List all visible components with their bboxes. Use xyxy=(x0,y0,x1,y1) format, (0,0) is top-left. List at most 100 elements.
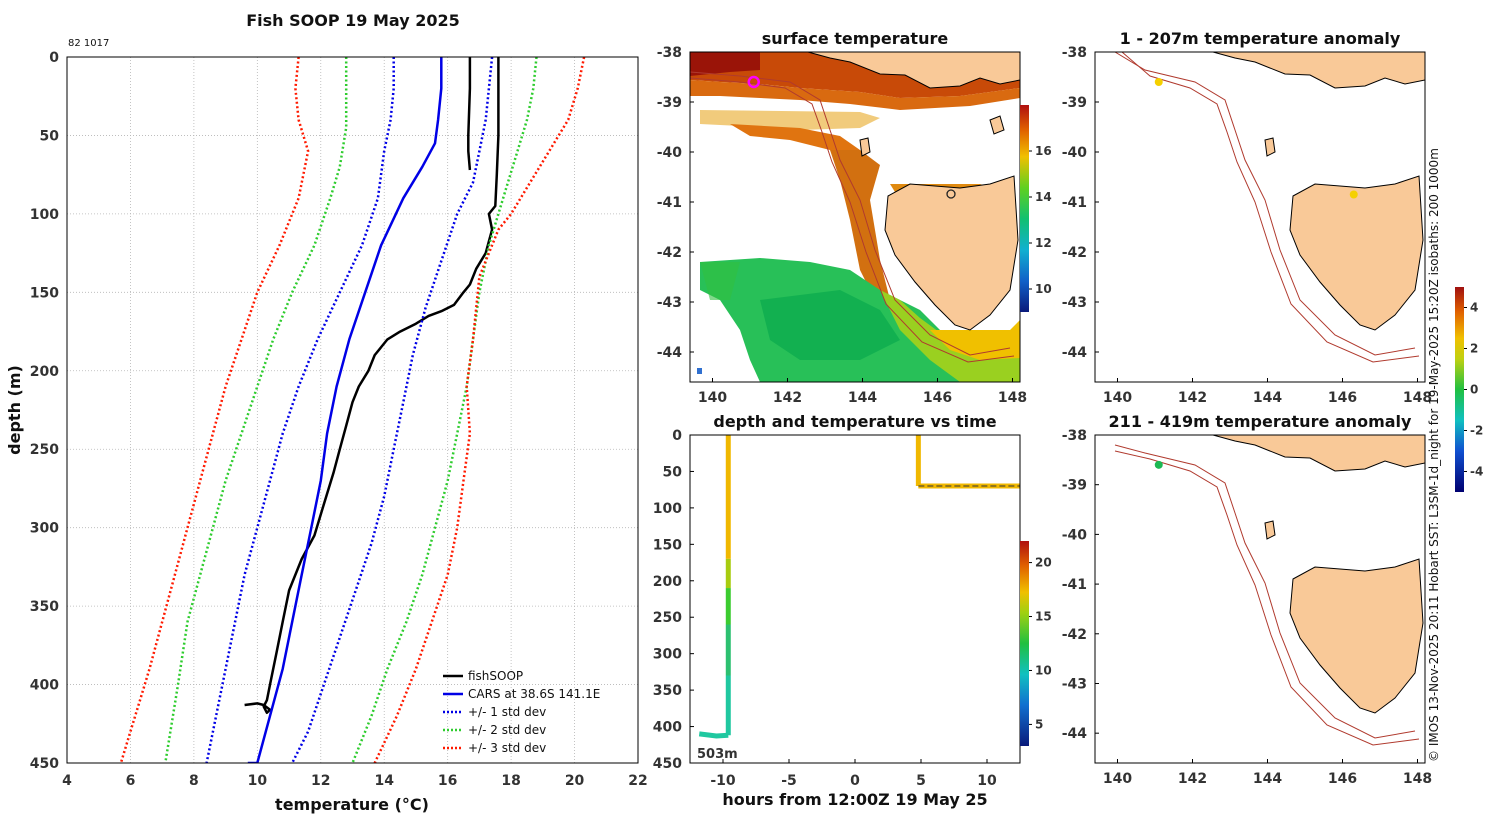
anomaly-colorbar-ticks: -4 -2 0 2 4 xyxy=(1464,301,1483,479)
y-tick-label: 400 xyxy=(30,678,59,694)
profile-series-line xyxy=(247,57,443,763)
time-x-label: -10 xyxy=(710,773,736,789)
time-y-label: 450 xyxy=(653,756,682,772)
temp-colorbar xyxy=(1020,541,1029,746)
map-lat-label: -43 xyxy=(1062,676,1087,692)
anomaly-lower-points xyxy=(1154,460,1163,469)
anomaly-upper-points xyxy=(1154,78,1358,199)
sst-cold-pixel xyxy=(697,368,702,374)
y-tick-label: 300 xyxy=(30,521,59,537)
time-y-label: 150 xyxy=(653,537,682,553)
anomaly-upper-king-island xyxy=(1264,137,1276,157)
map-lat-label: -42 xyxy=(657,245,682,261)
map-lat-label: -42 xyxy=(1062,627,1087,643)
anomaly-upper-mainland xyxy=(1212,52,1425,89)
profile-legend: fishSOOP CARS at 38.6S 141.1E +/- 1 std … xyxy=(443,669,600,755)
y-tick-label: 50 xyxy=(40,128,60,144)
x-tick-label: 22 xyxy=(628,773,647,789)
map-lon-label: 148 xyxy=(1403,771,1432,787)
map-lon-label: 142 xyxy=(773,390,802,406)
time-x-label: 10 xyxy=(977,773,997,789)
sst-king-island xyxy=(859,137,871,157)
map-lat-label: -44 xyxy=(1062,345,1088,361)
anomaly-colorbar xyxy=(1455,287,1464,492)
time-x-label: -5 xyxy=(781,773,797,789)
map-lon-label: 140 xyxy=(698,390,727,406)
anomaly-lower-panel: 211 - 419m temperature anomaly 140 142 144… xyxy=(1062,287,1483,787)
map-lat-label: -41 xyxy=(1062,195,1087,211)
profile-series-line xyxy=(291,57,494,763)
copyright-note: © IMOS 13-Nov-2025 20:11 Hobart SST: L3S… xyxy=(1427,148,1441,762)
y-tick-label: 200 xyxy=(30,364,59,380)
anomaly-point xyxy=(1349,190,1358,199)
x-tick-label: 6 xyxy=(126,773,136,789)
x-tick-label: 20 xyxy=(565,773,585,789)
profile-ticks: 4 6 8 10 12 14 16 18 20 22 0 50 100 150 200 250 300 350 40… xyxy=(30,50,648,789)
x-tick-label: 8 xyxy=(189,773,199,789)
map-lat-label: -44 xyxy=(657,345,683,361)
legend-label-std2: +/- 2 std dev xyxy=(468,723,546,737)
time-x-label: 0 xyxy=(850,773,860,789)
x-tick-label: 18 xyxy=(501,773,520,789)
colorbar-tick-label: 15 xyxy=(1035,610,1052,624)
map-lat-label: -39 xyxy=(1062,478,1087,494)
map-lat-label: -41 xyxy=(1062,577,1087,593)
anomaly-upper-tasmania xyxy=(1289,175,1424,331)
sst-colorbar xyxy=(1020,105,1029,312)
sst-speckle-west xyxy=(700,262,740,300)
map-lon-label: 146 xyxy=(923,390,952,406)
map-lon-label: 144 xyxy=(1253,771,1282,787)
colorbar-tick-label: 10 xyxy=(1035,663,1052,677)
map-lon-label: 148 xyxy=(1403,390,1432,406)
anomaly-upper-isobath-1000 xyxy=(1121,52,1420,363)
profile-title: Fish SOOP 19 May 2025 xyxy=(246,11,460,30)
sst-hot-patch xyxy=(690,52,760,76)
profile-ylabel: depth (m) xyxy=(5,365,24,455)
sst-station-marker xyxy=(747,75,760,89)
anomaly-upper-title: 1 - 207m temperature anomaly xyxy=(1120,29,1401,48)
y-tick-label: 100 xyxy=(30,207,59,223)
map-lon-label: 144 xyxy=(1253,390,1282,406)
map-lon-label: 146 xyxy=(1328,390,1357,406)
cast-bottom-track xyxy=(698,731,729,739)
anomaly-upper-ticks: 140 142 144 146 148 -38 -39 -40 -41 -42 -43 -44 xyxy=(1062,45,1432,406)
temp-colorbar-ticks: 5 10 15 20 xyxy=(1029,556,1052,731)
time-y-label: 400 xyxy=(653,720,682,736)
map-lat-label: -41 xyxy=(657,195,682,211)
platform-id-label: 82 1017 xyxy=(68,38,109,49)
time-x-label: 5 xyxy=(916,773,926,789)
sst-map-panel: surface temperature xyxy=(657,29,1052,406)
x-tick-label: 10 xyxy=(248,773,268,789)
profile-axes-box xyxy=(66,56,639,764)
sst-band-edge xyxy=(690,80,1020,110)
time-panel: depth and temperature vs time -10 -5 0 5 100… xyxy=(653,412,1052,809)
map-lat-label: -39 xyxy=(1062,95,1087,111)
x-tick-label: 14 xyxy=(374,773,394,789)
map-lat-label: -43 xyxy=(1062,295,1087,311)
anomaly-lower-mainland xyxy=(1212,435,1425,472)
colorbar-tick-label: 4 xyxy=(1470,301,1478,315)
map-lat-label: -44 xyxy=(1062,726,1088,742)
anomaly-upper-isobath-200 xyxy=(1114,52,1416,356)
anomaly-point xyxy=(1154,460,1163,469)
anomaly-lower-map xyxy=(1114,435,1425,746)
map-lon-label: 142 xyxy=(1178,771,1207,787)
y-tick-label: 0 xyxy=(49,50,59,66)
map-lon-label: 146 xyxy=(1328,771,1357,787)
profile-series-line xyxy=(373,57,586,763)
sst-tasmania xyxy=(884,175,1019,331)
time-panel-title: depth and temperature vs time xyxy=(713,412,996,431)
sst-colorbar-ticks: 10 12 14 16 xyxy=(1029,144,1052,296)
y-tick-label: 350 xyxy=(30,599,59,615)
sst-mainland xyxy=(807,52,1020,89)
x-tick-label: 16 xyxy=(438,773,457,789)
profile-series-line xyxy=(244,57,500,715)
time-panel-xlabel: hours from 12:00Z 19 May 25 xyxy=(722,790,987,809)
anomaly-upper-axes-box xyxy=(1094,51,1426,383)
time-y-label: 200 xyxy=(653,574,682,590)
profile-series-line xyxy=(164,57,348,763)
map-lat-label: -40 xyxy=(1062,145,1088,161)
colorbar-tick-label: 14 xyxy=(1035,190,1052,204)
